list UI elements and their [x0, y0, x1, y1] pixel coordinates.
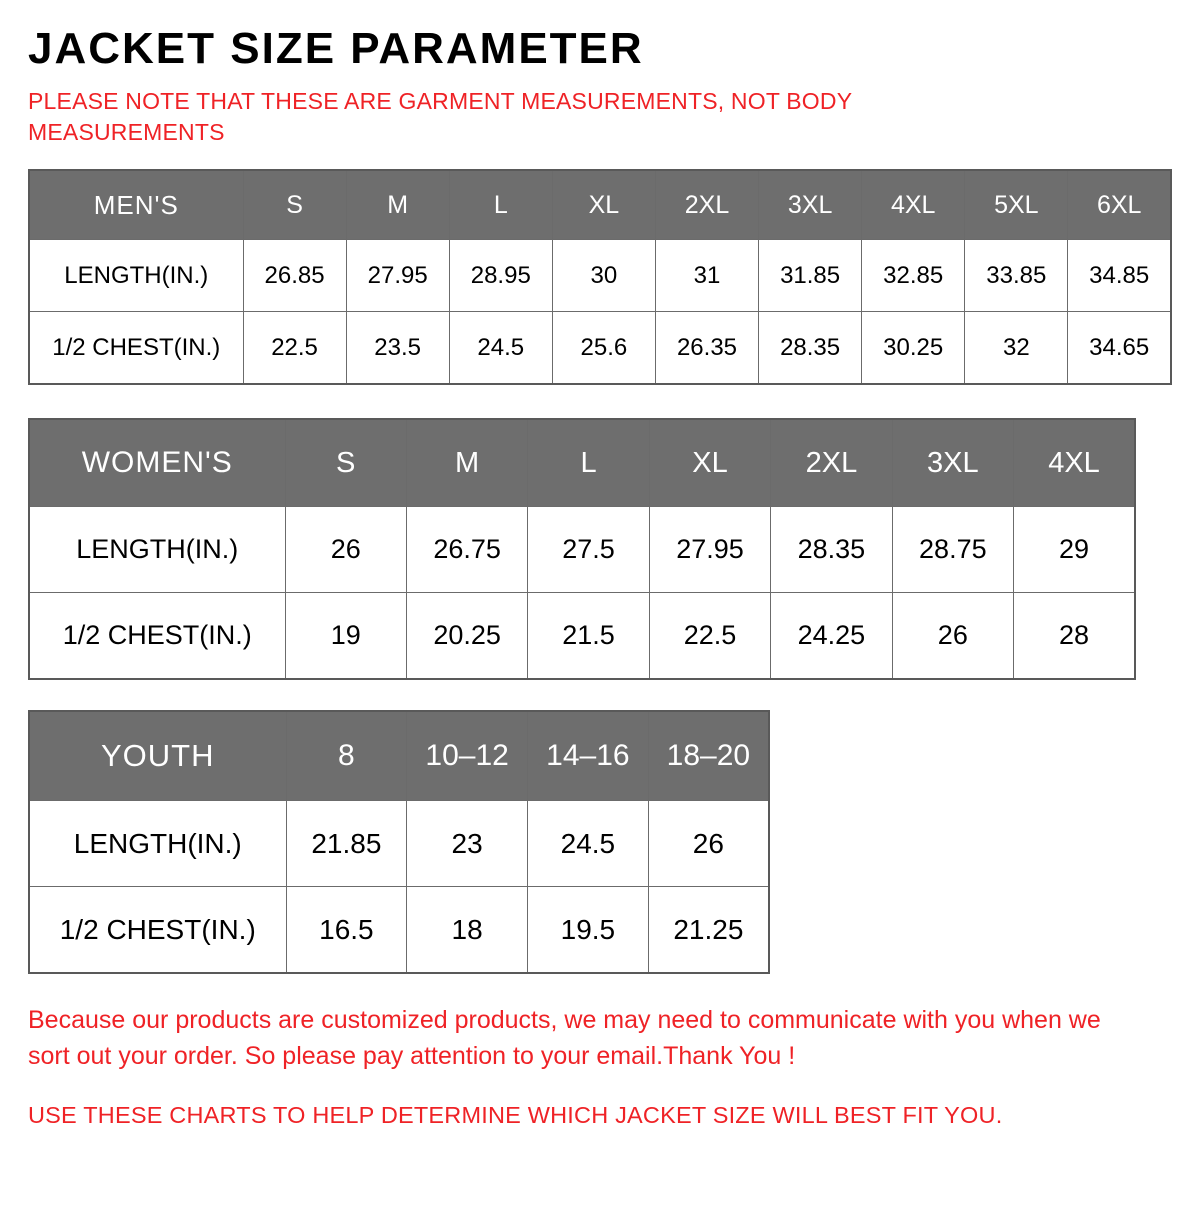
mens-col-s: S — [242, 169, 347, 241]
mens-col-l: L — [448, 169, 553, 241]
youth-col-14-16: 14–16 — [527, 710, 649, 802]
womens-length-l: 27.5 — [527, 506, 650, 594]
youth-col-18-20: 18–20 — [647, 710, 770, 802]
mens-chest-5xl: 32 — [964, 311, 1069, 385]
youth-chest-14-16: 19.5 — [527, 886, 649, 974]
mens-chest-3xl: 28.35 — [758, 311, 863, 385]
mens-chest-s: 22.5 — [242, 311, 347, 385]
womens-length-xl: 27.95 — [648, 506, 772, 594]
mens-col-3xl: 3XL — [758, 169, 863, 241]
womens-length-3xl: 28.75 — [891, 506, 1015, 594]
mens-length-2xl: 31 — [654, 239, 760, 313]
mens-length-5xl: 33.85 — [964, 239, 1069, 313]
youth-length-10-12: 23 — [406, 800, 528, 888]
womens-length-label: LENGTH(IN.) — [28, 506, 286, 594]
table-header-row: YOUTH 8 10–12 14–16 18–20 — [28, 710, 770, 802]
womens-chest-m: 20.25 — [405, 592, 529, 680]
table-row: LENGTH(IN.) 26 26.75 27.5 27.95 28.35 28… — [28, 506, 1136, 594]
mens-col-xl: XL — [551, 169, 656, 241]
customization-note: Because our products are customized prod… — [28, 1005, 1101, 1071]
mens-chest-4xl: 30.25 — [861, 311, 966, 385]
mens-length-xl: 30 — [551, 239, 656, 313]
womens-header-label: WOMEN'S — [28, 418, 286, 508]
mens-chest-label: 1/2 CHEST(IN.) — [28, 311, 244, 385]
mens-col-m: M — [345, 169, 450, 241]
womens-size-table: WOMEN'S S M L XL 2XL 3XL 4XL LENGTH(IN.)… — [28, 417, 1136, 680]
womens-length-m: 26.75 — [405, 506, 529, 594]
womens-chest-xl: 22.5 — [648, 592, 772, 680]
table-row: 1/2 CHEST(IN.) 19 20.25 21.5 22.5 24.25 … — [28, 592, 1136, 680]
mens-col-6xl: 6XL — [1067, 169, 1172, 241]
table-row: LENGTH(IN.) 26.85 27.95 28.95 30 31 31.8… — [28, 239, 1172, 313]
mens-size-table: MEN'S S M L XL 2XL 3XL 4XL 5XL 6XL LENGT… — [28, 168, 1172, 385]
table-header-row: MEN'S S M L XL 2XL 3XL 4XL 5XL 6XL — [28, 169, 1172, 241]
page-subtitle: PLEASE NOTE THAT THESE ARE GARMENT MEASU… — [28, 88, 852, 145]
mens-chest-m: 23.5 — [345, 311, 450, 385]
mens-chest-2xl: 26.35 — [654, 311, 760, 385]
mens-chest-xl: 25.6 — [551, 311, 656, 385]
womens-chest-label: 1/2 CHEST(IN.) — [28, 592, 286, 680]
table-header-row: WOMEN'S S M L XL 2XL 3XL 4XL — [28, 418, 1136, 508]
youth-length-8: 21.85 — [285, 800, 408, 888]
womens-col-m: M — [405, 418, 529, 508]
mens-length-m: 27.95 — [345, 239, 450, 313]
table-row: 1/2 CHEST(IN.) 16.5 18 19.5 21.25 — [28, 886, 770, 974]
womens-length-4xl: 29 — [1013, 506, 1136, 594]
womens-chest-l: 21.5 — [527, 592, 650, 680]
womens-col-3xl: 3XL — [891, 418, 1015, 508]
table-row: 1/2 CHEST(IN.) 22.5 23.5 24.5 25.6 26.35… — [28, 311, 1172, 385]
youth-size-table: YOUTH 8 10–12 14–16 18–20 LENGTH(IN.) 21… — [28, 709, 770, 974]
mens-length-4xl: 32.85 — [861, 239, 966, 313]
womens-col-s: S — [284, 418, 407, 508]
mens-col-5xl: 5XL — [964, 169, 1069, 241]
youth-length-18-20: 26 — [647, 800, 770, 888]
youth-length-label: LENGTH(IN.) — [28, 800, 287, 888]
womens-chest-2xl: 24.25 — [770, 592, 893, 680]
womens-chest-4xl: 28 — [1013, 592, 1136, 680]
mens-length-3xl: 31.85 — [758, 239, 863, 313]
table-row: LENGTH(IN.) 21.85 23 24.5 26 — [28, 800, 770, 888]
youth-header-label: YOUTH — [28, 710, 287, 802]
mens-chest-6xl: 34.65 — [1067, 311, 1172, 385]
youth-chest-label: 1/2 CHEST(IN.) — [28, 886, 287, 974]
youth-col-10-12: 10–12 — [406, 710, 528, 802]
size-chart-page: JACKET SIZE PARAMETER PLEASE NOTE THAT T… — [0, 24, 1200, 1226]
womens-col-2xl: 2XL — [770, 418, 893, 508]
womens-chest-3xl: 26 — [891, 592, 1015, 680]
mens-length-6xl: 34.85 — [1067, 239, 1172, 313]
mens-header-label: MEN'S — [28, 169, 244, 241]
mens-length-s: 26.85 — [242, 239, 347, 313]
mens-col-2xl: 2XL — [654, 169, 760, 241]
youth-chest-10-12: 18 — [406, 886, 528, 974]
mens-col-4xl: 4XL — [861, 169, 966, 241]
womens-length-s: 26 — [284, 506, 407, 594]
womens-length-2xl: 28.35 — [770, 506, 893, 594]
mens-chest-l: 24.5 — [448, 311, 553, 385]
chart-usage-note: USE THESE CHARTS TO HELP DETERMINE WHICH… — [28, 1102, 1003, 1129]
youth-chest-18-20: 21.25 — [647, 886, 770, 974]
mens-length-label: LENGTH(IN.) — [28, 239, 244, 313]
womens-col-xl: XL — [648, 418, 772, 508]
womens-col-4xl: 4XL — [1013, 418, 1136, 508]
youth-chest-8: 16.5 — [285, 886, 408, 974]
mens-length-l: 28.95 — [448, 239, 553, 313]
youth-col-8: 8 — [285, 710, 408, 802]
page-title: JACKET SIZE PARAMETER — [28, 24, 644, 73]
womens-chest-s: 19 — [284, 592, 407, 680]
youth-length-14-16: 24.5 — [527, 800, 649, 888]
womens-col-l: L — [527, 418, 650, 508]
